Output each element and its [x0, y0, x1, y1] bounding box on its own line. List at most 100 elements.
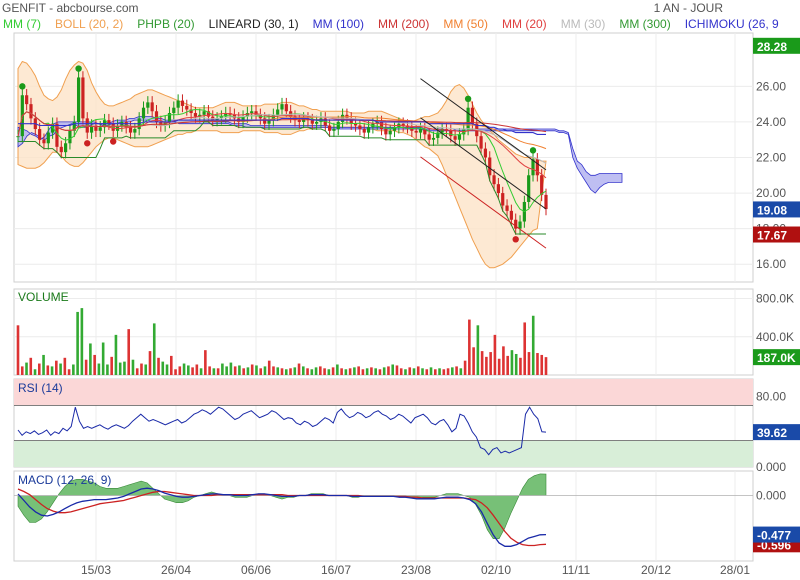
candle-body	[449, 130, 453, 137]
candle-body	[427, 134, 431, 140]
volume-bar	[255, 365, 258, 375]
volume-bar	[250, 364, 254, 375]
candle-body	[25, 95, 29, 105]
chart-period-label: 1 AN - JOUR	[654, 1, 724, 15]
x-tick-label: 06/06	[241, 563, 271, 577]
chart-source-title: GENFIT - abcbourse.com	[2, 1, 139, 15]
volume-bar	[463, 360, 467, 375]
volume-bar	[446, 368, 450, 375]
volume-bar	[429, 367, 433, 375]
volume-bar	[395, 365, 399, 375]
macd-histogram	[17, 473, 547, 539]
volume-bar	[263, 366, 267, 375]
volume-bar	[374, 368, 377, 375]
candle-body	[375, 121, 379, 124]
volume-bar	[59, 363, 62, 375]
rsi-badge-label: 39.62	[757, 426, 787, 440]
volume-bar	[485, 356, 488, 375]
price-y-tick: 26.00	[756, 79, 786, 93]
legend-item-4: MM (100)	[313, 17, 364, 31]
legend-item-5: MM (200)	[378, 17, 429, 31]
volume-bar	[480, 351, 484, 375]
candle-body	[146, 102, 150, 108]
rsi-oversold-zone	[14, 440, 753, 467]
volume-bar	[510, 350, 514, 375]
candle-body	[98, 127, 102, 131]
candle-body	[353, 123, 358, 126]
volume-bar	[55, 360, 58, 375]
volume-bar	[238, 365, 241, 375]
volume-bar	[425, 369, 429, 375]
signal-dot	[529, 147, 537, 154]
volume-bar	[80, 308, 84, 375]
signal-dot	[512, 236, 519, 243]
volume-panel	[13, 288, 754, 376]
candle-body	[384, 129, 388, 135]
price-badge	[753, 37, 800, 54]
candle-body	[115, 125, 120, 131]
volume-bar	[506, 355, 509, 375]
volume-bar	[182, 363, 186, 375]
price-y-tick: 24.00	[756, 115, 786, 129]
candle-body	[107, 120, 111, 124]
volume-bar	[280, 368, 284, 375]
signal-dot	[19, 83, 26, 90]
volume-bar	[169, 355, 173, 375]
volume-bar	[161, 361, 165, 375]
candle-body	[431, 137, 436, 140]
volume-bar	[97, 363, 101, 375]
macd-line	[17, 487, 547, 547]
x-tick-label: 15/03	[81, 563, 111, 577]
volume-bar	[216, 368, 220, 375]
volume-bar	[118, 362, 122, 375]
volume-bar	[242, 368, 245, 375]
volume-bar	[438, 368, 441, 375]
volume-bar	[50, 366, 54, 375]
volume-bar	[421, 368, 424, 375]
candle-body	[124, 121, 128, 128]
volume-bar	[314, 367, 318, 375]
macd-y-tick: 0.000	[756, 489, 786, 503]
candle-body	[310, 120, 314, 124]
volume-bar	[544, 357, 548, 375]
volume-bar	[408, 367, 412, 375]
volume-bar	[267, 360, 271, 375]
volume-bar	[225, 366, 228, 375]
price-badge	[753, 226, 800, 243]
volume-bar	[16, 325, 20, 375]
volume-bar	[451, 367, 454, 375]
candle-body	[540, 175, 544, 195]
x-tick-label: 28/01	[720, 563, 750, 577]
candle-body	[505, 205, 509, 211]
candle-body	[362, 129, 366, 133]
candle-body	[302, 118, 306, 122]
volume-bar	[382, 367, 386, 375]
candle-body	[176, 100, 180, 108]
price-y-tick: 20.00	[756, 186, 786, 200]
volume-bar	[472, 347, 475, 375]
x-tick-label: 16/07	[321, 563, 351, 577]
volume-bar	[191, 367, 194, 375]
volume-bar	[89, 343, 92, 375]
candle-body	[418, 129, 423, 133]
candle-body	[94, 125, 98, 131]
candle-body	[297, 120, 301, 122]
volume-bar	[140, 363, 143, 375]
candle-body	[193, 113, 198, 117]
volume-bar	[259, 368, 263, 375]
volume-bar	[84, 359, 88, 375]
legend-item-8: MM (30)	[561, 17, 606, 31]
candle-body	[38, 129, 42, 140]
volume-bar	[229, 362, 233, 375]
candle-body	[535, 159, 539, 176]
volume-bar	[144, 364, 148, 375]
candle-body	[16, 136, 20, 138]
candle-body	[206, 111, 211, 117]
candle-body	[245, 113, 249, 117]
volume-bar	[468, 319, 471, 375]
linear-regression-line	[420, 78, 547, 171]
price-badge-label: 28.28	[757, 40, 787, 54]
volume-bar	[20, 366, 24, 375]
candle-body	[332, 129, 336, 131]
volume-bar	[29, 357, 33, 375]
